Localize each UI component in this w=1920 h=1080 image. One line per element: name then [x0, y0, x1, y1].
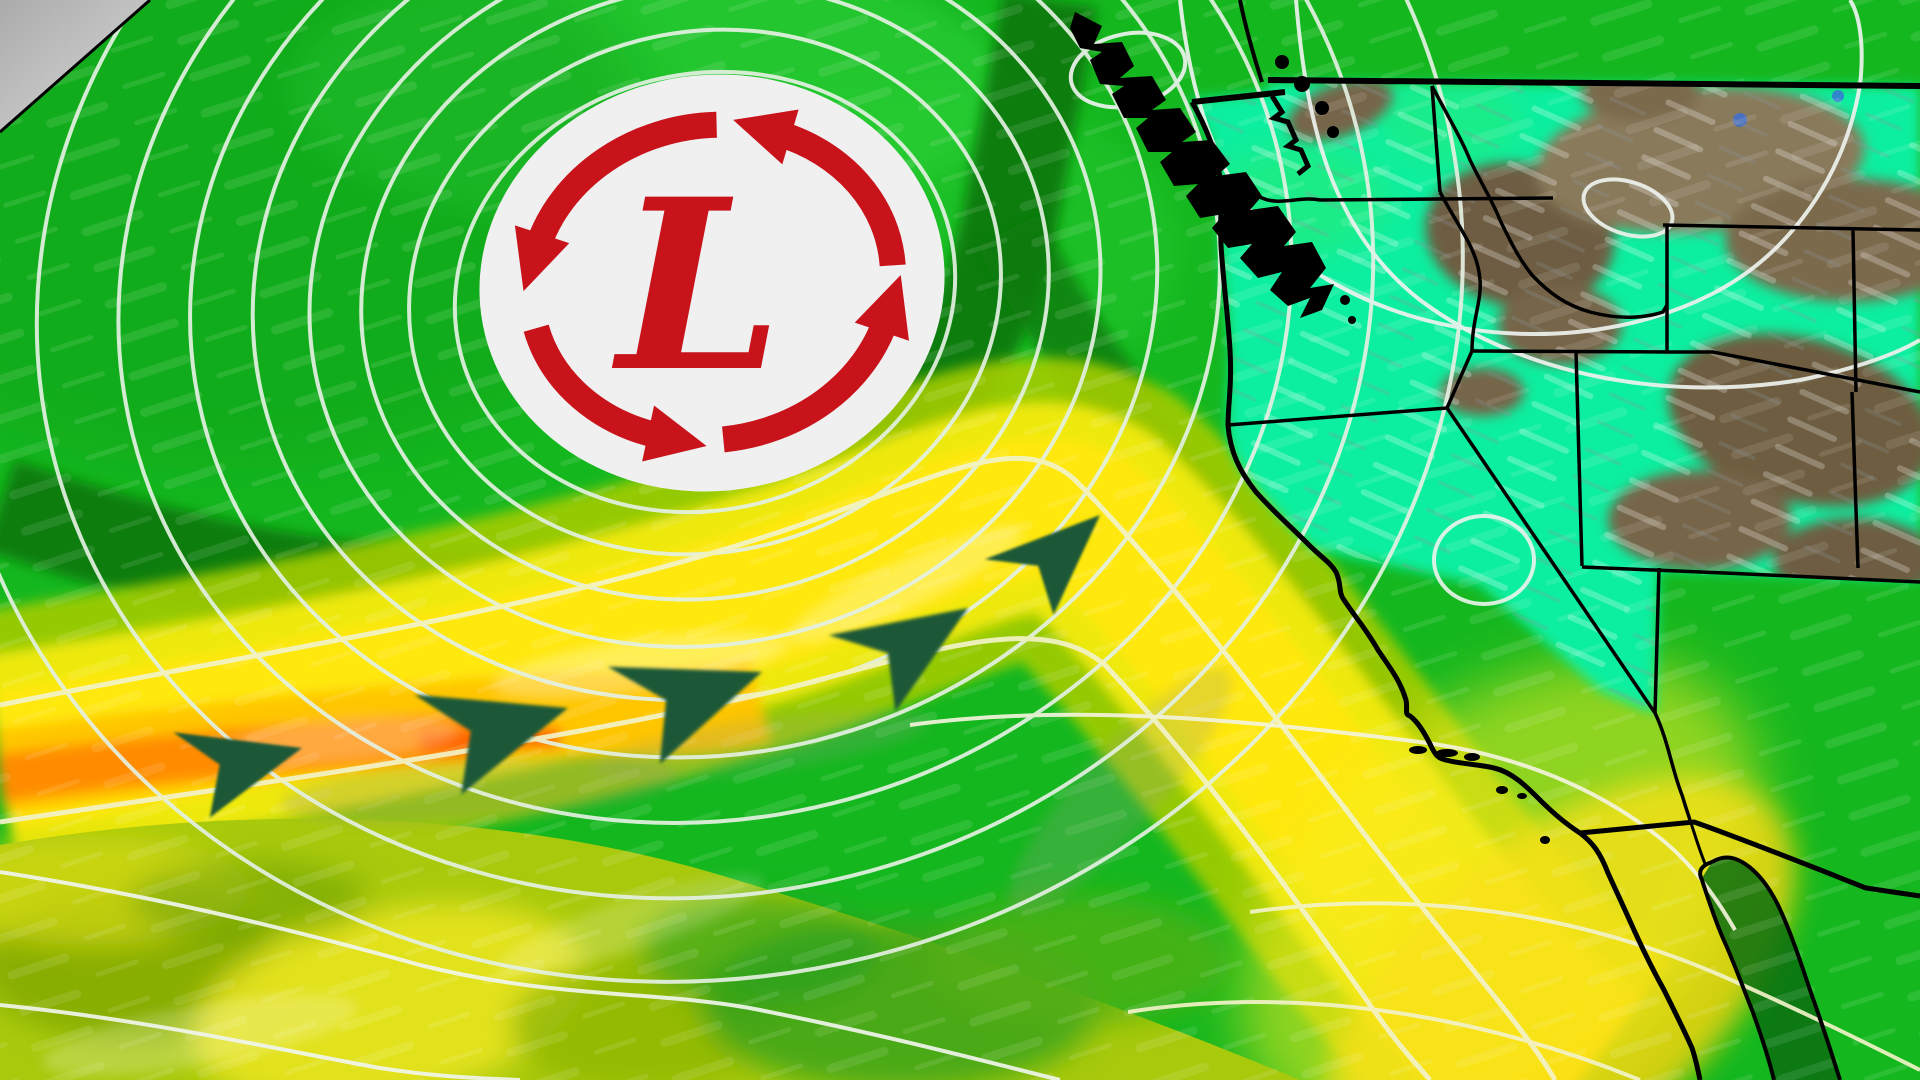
ca-or-border [1227, 406, 1448, 427]
mt-wy-border [1662, 223, 1920, 232]
west-coastline [1189, 100, 1703, 1080]
us-canada-border [1267, 77, 1920, 89]
wa-id-border [1430, 85, 1442, 193]
coastal-islets [1275, 55, 1550, 844]
data-edge-line [0, 0, 151, 134]
strait-of-juan-de-fuca [1191, 89, 1286, 105]
wy-south-border [1667, 350, 1920, 394]
us-mexico-border [1579, 819, 1920, 899]
vancouver-island [1070, 12, 1334, 318]
or-id-border [1438, 191, 1483, 352]
wy-co-border [1851, 229, 1858, 393]
ca-az-border [1653, 712, 1692, 821]
id-south-border [1471, 349, 1668, 354]
bc-mainland-coast [1238, 0, 1264, 83]
baja-gulf-coast [1698, 855, 1842, 1080]
ca-nv-border [1445, 407, 1657, 714]
nv-az-border [1653, 567, 1661, 714]
wa-or-border [1221, 190, 1554, 203]
rotation-arrows-icon [514, 109, 909, 462]
puget-sound [1268, 94, 1312, 176]
nv-or-border [1445, 350, 1474, 409]
nv-ut-border [1574, 351, 1584, 567]
id-mt-border [1430, 85, 1669, 320]
ut-az-border [1581, 565, 1920, 584]
ut-co-border [1850, 391, 1860, 569]
low-pressure-symbol: L [479, 74, 945, 492]
low-pressure-label: L [611, 148, 782, 424]
